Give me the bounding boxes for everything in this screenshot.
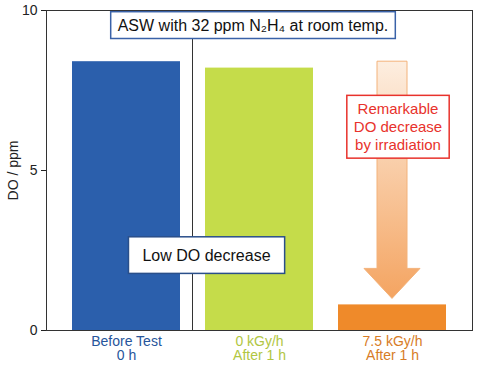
svg-text:DO / ppm: DO / ppm [5,141,21,201]
svg-text:0 kGy/hAfter 1 h: 0 kGy/hAfter 1 h [233,333,286,363]
svg-text:RemarkableDO decreaseby irradi: RemarkableDO decreaseby irradiation [354,100,442,153]
svg-text:Before Test0 h: Before Test0 h [91,333,162,363]
svg-text:Low DO decrease: Low DO decrease [142,247,270,264]
svg-text:10: 10 [22,2,38,18]
svg-text:0: 0 [30,322,38,338]
svg-text:ASW with 32 ppm N₂H₄ at room t: ASW with 32 ppm N₂H₄ at room temp. [118,17,389,34]
svg-text:5: 5 [30,162,38,178]
svg-text:7.5 kGy/hAfter 1 h: 7.5 kGy/hAfter 1 h [363,333,423,363]
